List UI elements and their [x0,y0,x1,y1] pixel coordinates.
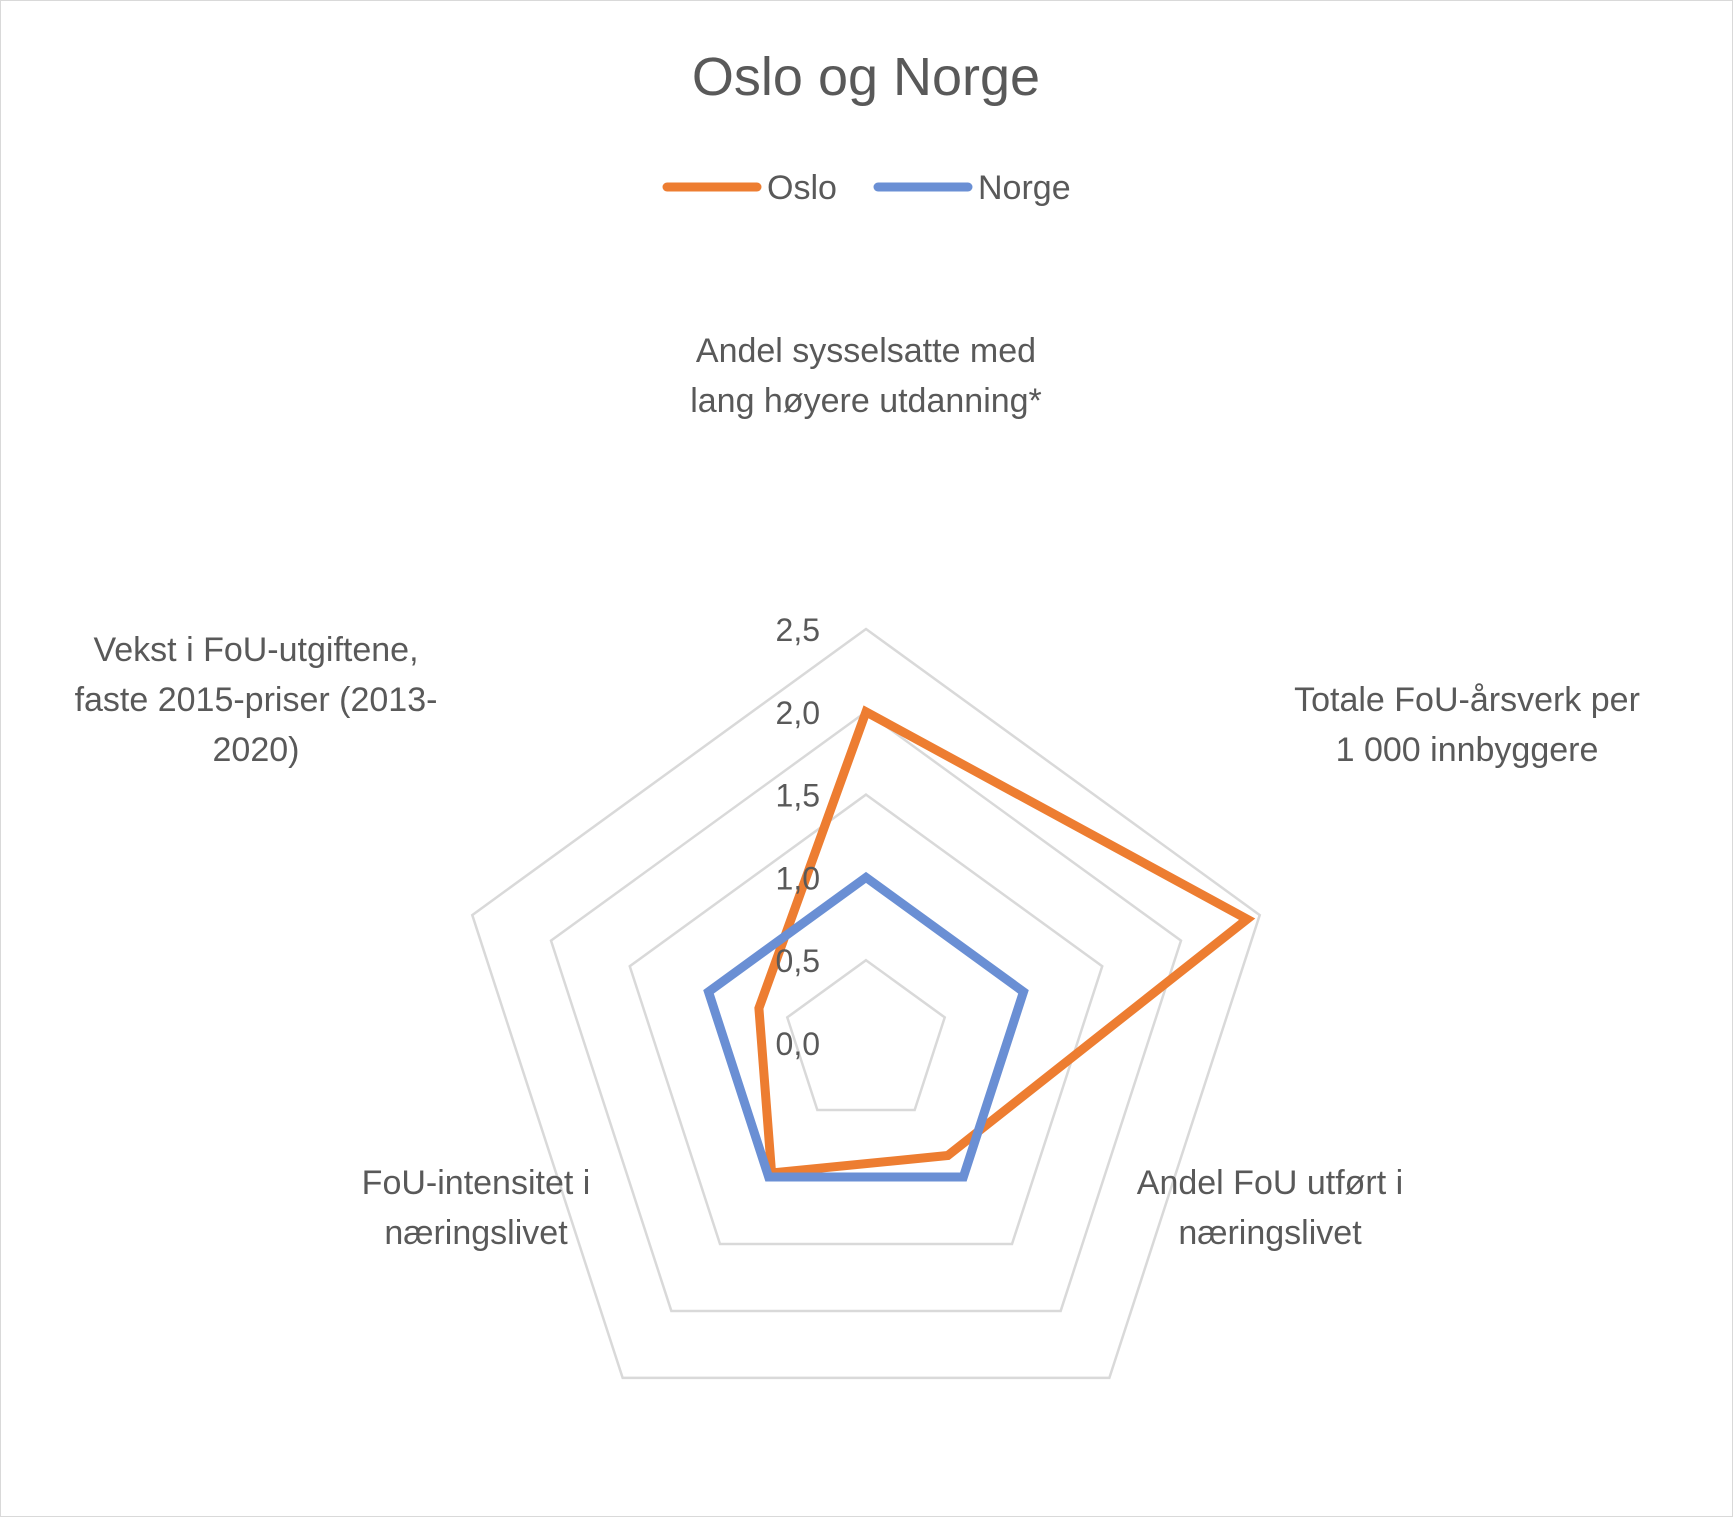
grid-ring [470,627,1262,1380]
tick-label: 2,5 [776,612,820,648]
category-labels: Andel sysselsatte med lang høyere utdanni… [75,332,1640,1252]
category-label: Andel sysselsatte med lang høyere utdanni… [690,332,1042,420]
category-label: Totale FoU-årsverk per 1 000 innbyggere [1294,681,1640,769]
tick-label: 1,5 [776,778,820,814]
legend-label-norge: Norge [978,169,1071,207]
chart-title: Oslo og Norge [692,47,1040,107]
category-label: Vekst i FoU-utgiftene, faste 2015-priser … [75,631,438,769]
grid-ring [785,958,947,1112]
radar-series [703,705,1256,1182]
tick-label: 2,0 [776,695,820,731]
legend-label-oslo: Oslo [767,169,837,207]
grid-ring [549,710,1183,1313]
radial-tick-labels: 0,0 0,5 1,0 1,5 2,0 2,5 [776,612,820,1062]
series-norge-line [703,871,1029,1182]
radar-grid [470,627,1262,1380]
series-oslo-line [754,705,1256,1178]
category-label: Andel FoU utført i næringslivet [1137,1164,1403,1252]
legend: Oslo Norge [662,169,1071,207]
tick-label: 1,0 [776,860,820,896]
tick-label: 0,0 [776,1026,820,1062]
grid-ring [628,793,1104,1246]
category-label: FoU-intensitet i næringslivet [362,1164,591,1252]
tick-label: 0,5 [776,943,820,979]
